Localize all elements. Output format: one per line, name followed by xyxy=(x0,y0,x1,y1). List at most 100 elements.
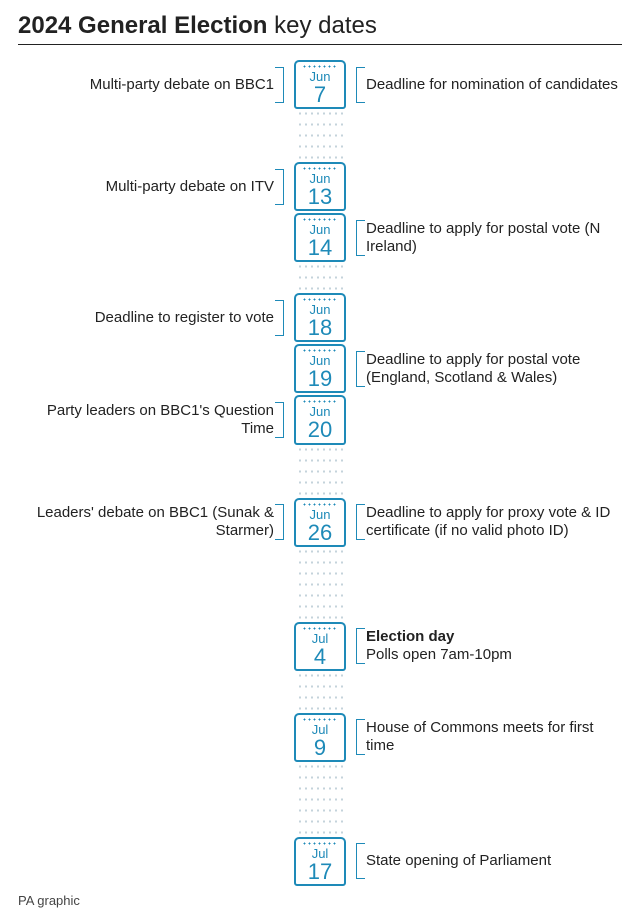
gap-dots-column xyxy=(292,548,348,621)
timeline-entry: Party leaders on BBC1's Question Time Jun… xyxy=(18,394,622,445)
gap-dots-row xyxy=(297,785,343,792)
gap-dots-row xyxy=(297,581,343,588)
calendar-day: 9 xyxy=(296,736,344,759)
calendar-icon: Jun19 xyxy=(294,344,346,393)
timeline-entry: Multi-party debate on ITV Jun13 xyxy=(18,161,622,212)
timeline-entry: Jun14 Deadline to apply for postal vote (… xyxy=(18,212,622,263)
page-title: 2024 General Election key dates xyxy=(18,12,622,45)
right-label: House of Commons meets for first time xyxy=(358,719,622,755)
gap-dots-row xyxy=(297,479,343,486)
timeline-gap xyxy=(18,446,622,497)
gap-dots-row xyxy=(297,110,343,117)
right-label-text: State opening of Parliament xyxy=(366,852,551,869)
timeline-gap xyxy=(18,110,622,161)
gap-dots-row xyxy=(297,285,343,292)
calendar-icon: Jul4 xyxy=(294,622,346,671)
calendar-month: Jul xyxy=(296,632,344,645)
calendar-icon: Jun13 xyxy=(294,162,346,211)
calendar-icon: Jun7 xyxy=(294,60,346,109)
timeline-entry: Jul9 House of Commons meets for first tim… xyxy=(18,712,622,763)
credit: PA graphic xyxy=(18,893,622,908)
timeline: Multi-party debate on BBC1Jun7Deadline f… xyxy=(18,59,622,887)
right-label: Deadline for nomination of candidates xyxy=(358,76,622,94)
gap-dots-column xyxy=(292,446,348,497)
left-label: Party leaders on BBC1's Question Time xyxy=(18,402,282,438)
timeline-gap xyxy=(18,763,622,836)
gap-dots-row xyxy=(297,132,343,139)
gap-dots-row xyxy=(297,796,343,803)
title-rest: key dates xyxy=(267,12,376,39)
left-label: Multi-party debate on ITV xyxy=(18,178,282,196)
timeline-gap xyxy=(18,548,622,621)
calendar-day: 13 xyxy=(296,185,344,208)
timeline-entry: Jun19 Deadline to apply for postal vote (… xyxy=(18,343,622,394)
gap-dots-row xyxy=(297,603,343,610)
gap-dots-row xyxy=(297,263,343,270)
gap-dots-row xyxy=(297,774,343,781)
gap-dots-row xyxy=(297,274,343,281)
gap-dots-row xyxy=(297,829,343,836)
gap-dots-row xyxy=(297,818,343,825)
calendar-month: Jul xyxy=(296,723,344,736)
left-label: Leaders' debate on BBC1 (Sunak & Starmer… xyxy=(18,504,282,540)
calendar-day: 19 xyxy=(296,367,344,390)
left-label: Deadline to register to vote xyxy=(18,309,282,327)
right-label: State opening of Parliament xyxy=(358,852,622,870)
timeline-entry: Jul17 State opening of Parliament xyxy=(18,836,622,887)
right-label: Deadline to apply for proxy vote & ID ce… xyxy=(358,504,622,540)
gap-dots-row xyxy=(297,490,343,497)
gap-dots-row xyxy=(297,446,343,453)
calendar-month: Jun xyxy=(296,508,344,521)
timeline-entry: Leaders' debate on BBC1 (Sunak & Starmer… xyxy=(18,497,622,548)
calendar-day: 26 xyxy=(296,521,344,544)
timeline-gap xyxy=(18,672,622,712)
title-bold: 2024 General Election xyxy=(18,12,267,39)
right-label: Election dayPolls open 7am-10pm xyxy=(358,628,622,664)
calendar-day: 14 xyxy=(296,236,344,259)
calendar-icon: Jun18 xyxy=(294,293,346,342)
timeline-entry: Multi-party debate on BBC1 Jun7 Deadline f… xyxy=(18,59,622,110)
right-label-text: Deadline to apply for postal vote (Engla… xyxy=(366,351,580,386)
right-label-text: Polls open 7am-10pm xyxy=(366,646,512,663)
left-label: Multi-party debate on BBC1 xyxy=(18,76,282,94)
right-label-text: Deadline for nomination of candidates xyxy=(366,76,618,93)
gap-dots-row xyxy=(297,705,343,712)
calendar-day: 7 xyxy=(296,83,344,106)
timeline-gap xyxy=(18,263,622,292)
gap-dots-column xyxy=(292,672,348,712)
right-label: Deadline to apply for postal vote (N Ire… xyxy=(358,220,622,256)
calendar-icon: Jun26 xyxy=(294,498,346,547)
gap-dots-row xyxy=(297,570,343,577)
gap-dots-row xyxy=(297,154,343,161)
calendar-day: 20 xyxy=(296,418,344,441)
gap-dots-row xyxy=(297,457,343,464)
gap-dots-row xyxy=(297,763,343,770)
gap-dots-row xyxy=(297,614,343,621)
gap-dots-row xyxy=(297,683,343,690)
right-label: Deadline to apply for postal vote (Engla… xyxy=(358,351,622,387)
calendar-day: 4 xyxy=(296,645,344,668)
calendar-month: Jul xyxy=(296,847,344,860)
calendar-icon: Jul9 xyxy=(294,713,346,762)
gap-dots-row xyxy=(297,559,343,566)
calendar-icon: Jul17 xyxy=(294,837,346,886)
gap-dots-row xyxy=(297,694,343,701)
gap-dots-row xyxy=(297,121,343,128)
gap-dots-column xyxy=(292,110,348,161)
gap-dots-column xyxy=(292,263,348,292)
gap-dots-column xyxy=(292,763,348,836)
right-label-text: Deadline to apply for proxy vote & ID ce… xyxy=(366,504,610,539)
gap-dots-row xyxy=(297,548,343,555)
gap-dots-row xyxy=(297,592,343,599)
gap-dots-row xyxy=(297,143,343,150)
calendar-day: 17 xyxy=(296,860,344,883)
gap-dots-row xyxy=(297,807,343,814)
timeline-entry: Deadline to register to vote Jun18 xyxy=(18,292,622,343)
gap-dots-row xyxy=(297,672,343,679)
calendar-icon: Jun14 xyxy=(294,213,346,262)
calendar-icon: Jun20 xyxy=(294,395,346,444)
right-label-text: Deadline to apply for postal vote (N Ire… xyxy=(366,220,600,255)
right-label-text: House of Commons meets for first time xyxy=(366,719,594,754)
timeline-entry: Jul4 Election dayPolls open 7am-10pm xyxy=(18,621,622,672)
gap-dots-row xyxy=(297,468,343,475)
